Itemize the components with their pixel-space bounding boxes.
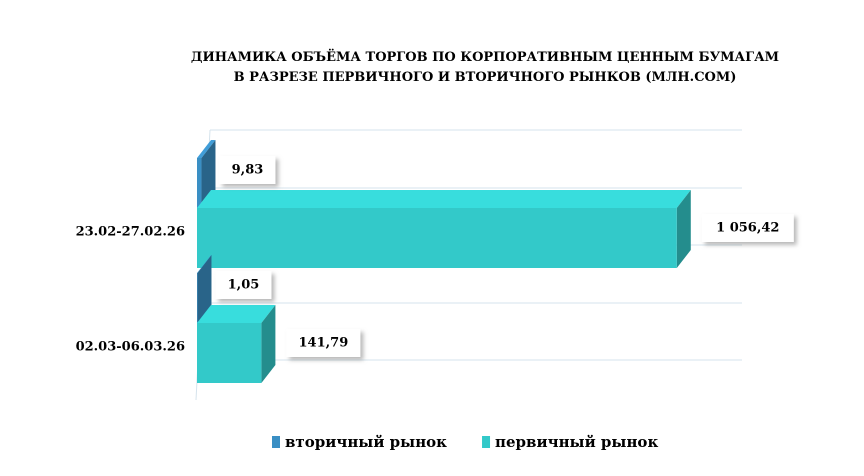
bar <box>197 190 691 268</box>
value-label-box <box>219 156 276 184</box>
bar-front <box>197 158 202 210</box>
value-label-box <box>215 271 272 299</box>
bar <box>197 255 212 325</box>
bar-top <box>197 140 216 158</box>
value-label-box <box>286 329 361 357</box>
legend-swatch <box>272 436 280 448</box>
value-label: 9,83 <box>232 163 264 178</box>
y-tick-label: 02.03-06.03.26 <box>76 340 185 355</box>
bar-front <box>197 323 262 383</box>
bar-top <box>197 190 691 208</box>
value-label-box <box>701 214 794 242</box>
legend-swatch <box>482 436 491 448</box>
bar-top <box>197 255 212 273</box>
value-label: 141,79 <box>299 336 349 351</box>
bar-side <box>197 255 212 325</box>
value-label: 1,05 <box>228 278 260 293</box>
legend-label: вторичный рынок <box>285 433 447 451</box>
bar-side <box>676 190 691 268</box>
bar-side <box>261 305 276 383</box>
bar <box>197 305 276 383</box>
y-tick-label: 23.02-27.02.26 <box>76 225 185 240</box>
chart-title: ДИНАМИКА ОБЪЁМА ТОРГОВ ПО КОРПОРАТИВНЫМ … <box>190 50 780 85</box>
legend-label: первичный рынок <box>495 433 658 451</box>
value-label: 1 056,42 <box>716 221 779 236</box>
bar-front <box>197 208 677 268</box>
bar-top <box>197 305 276 323</box>
